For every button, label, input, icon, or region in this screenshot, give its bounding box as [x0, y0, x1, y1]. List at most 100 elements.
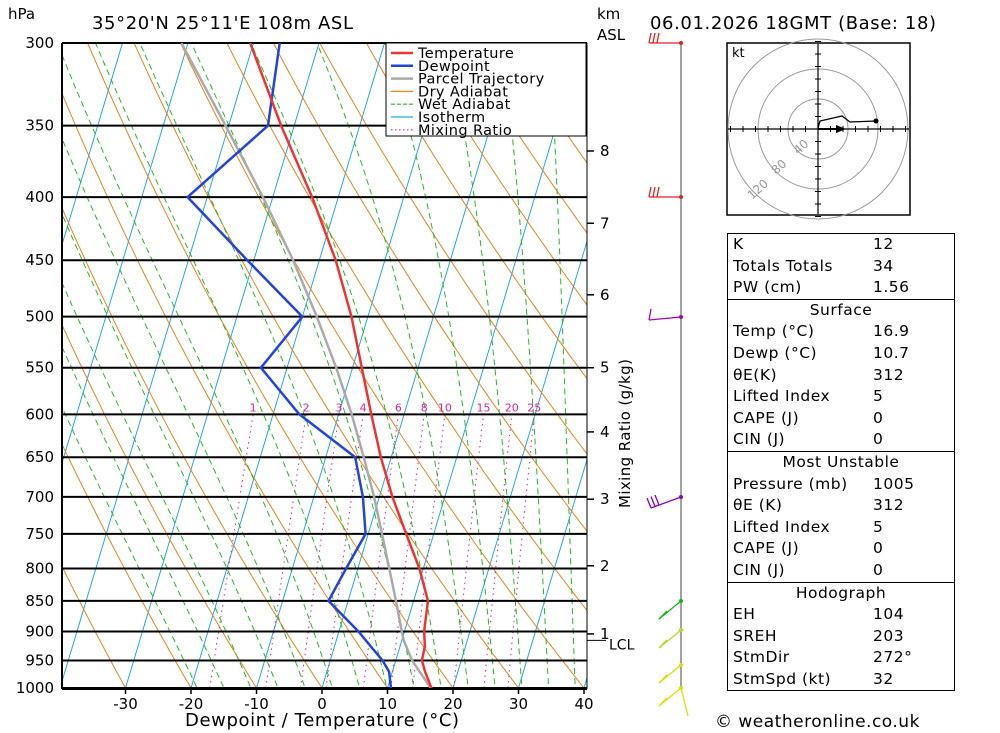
pressure-tick-label: 550	[25, 359, 54, 377]
most-unstable-row: Pressure (mb) 1005	[728, 474, 954, 496]
x-tick-label: -20	[179, 695, 204, 713]
wind-barb-flag	[652, 32, 656, 44]
mixing-ratio-label: 6	[395, 401, 402, 414]
hodograph-stats-section: Hodograph EH 104 SREH 203 StmDir 272° StmSpd (…	[728, 581, 954, 691]
mixing-ratio-line	[453, 414, 484, 689]
x-tick-label: 30	[509, 695, 528, 713]
pressure-tick-label: 850	[25, 592, 54, 610]
hodograph-unit: kt	[732, 46, 745, 61]
legend-entry: Dry Adiabat	[418, 84, 508, 100]
legend-entry: Parcel Trajectory	[418, 72, 545, 88]
pressure-tick-label: 350	[25, 117, 54, 135]
most-unstable-row: θE (K) 312	[728, 495, 954, 517]
x-tick-label: 40	[574, 695, 593, 713]
surface-row: Lifted Index 5	[728, 386, 954, 408]
most-unstable-label: CIN (J)	[733, 560, 786, 579]
index-label: PW (cm)	[733, 278, 802, 297]
wind-barb-flag	[648, 32, 652, 44]
wind-barb-flag	[656, 186, 660, 198]
km-tick-label: 5	[600, 359, 610, 377]
surface-row: CAPE (J) 0	[728, 408, 954, 430]
wind-barb-flag	[658, 697, 668, 707]
dewpoint-line	[186, 43, 393, 689]
wind-barb-flag	[650, 496, 656, 507]
chart-grid	[62, 43, 587, 689]
isobar-lines: 300 350 400 450 500 550 600 650 700 750 800 850 900 9…	[16, 34, 587, 697]
index-value: 34	[873, 256, 894, 275]
hodograph-stat-label: EH	[733, 605, 756, 624]
most-unstable-value: 1005	[873, 474, 915, 493]
x-tick-label: -10	[244, 695, 269, 713]
wind-barb-flag	[658, 674, 668, 684]
most-unstable-value: 5	[873, 517, 884, 536]
wet-adiabat-line	[62, 406, 199, 689]
mixing-ratio-label: 2	[303, 401, 310, 414]
chart-axes: -30 -20 -10 0 10 20 30 40 1 2 3 4 5 6 7 8 LCL	[61, 43, 635, 713]
km-tick-label: 1	[600, 625, 610, 643]
pressure-tick-label: 650	[25, 448, 54, 466]
mixing-ratio-label: 10	[438, 401, 452, 414]
mixing-ratio-line	[265, 414, 307, 689]
dry-adiabat-line	[365, 43, 587, 380]
sounding-traces	[180, 43, 434, 689]
temperature-line	[249, 43, 434, 689]
most-unstable-label: Pressure (mb)	[733, 474, 848, 493]
dry-adiabat-line	[62, 323, 258, 689]
hpa-label: hPa	[8, 5, 35, 23]
mixing-ratio-line	[325, 414, 364, 689]
mixing-ratio-labels: 1 2 3 4 6 8 10 15 20 25	[250, 401, 542, 414]
wind-barb-flag	[658, 639, 668, 649]
isotherm-line	[62, 43, 255, 684]
isotherm-line	[62, 43, 189, 465]
pressure-tick-label: 300	[25, 34, 54, 52]
wind-barb	[648, 316, 682, 321]
pressure-tick-label: 600	[25, 405, 54, 423]
most-unstable-title: Most Unstable	[782, 452, 900, 471]
most-unstable-label: Lifted Index	[733, 517, 831, 536]
most-unstable-row: Lifted Index 5	[728, 517, 954, 539]
surface-value: 16.9	[873, 322, 910, 341]
surface-label: Dewp (°C)	[733, 343, 818, 362]
pressure-tick-label: 450	[25, 251, 54, 269]
index-row: PW (cm) 1.56	[728, 277, 954, 299]
index-label: K	[733, 235, 744, 253]
dry-adiabat-line	[133, 43, 520, 689]
wind-barb-flag	[648, 186, 652, 198]
wind-barb-flag	[648, 308, 652, 321]
hodograph-stat-row: EH 104	[728, 604, 954, 626]
hodograph-stat-row: StmSpd (kt) 32	[728, 669, 954, 691]
wet-adiabat-line	[139, 43, 388, 689]
legend-entry: Wet Adiabat	[418, 97, 511, 113]
dry-adiabat-line	[272, 43, 587, 533]
storm-motion-arrowhead	[836, 125, 846, 133]
x-axis-label: Dewpoint / Temperature (°C)	[185, 710, 460, 731]
dry-adiabat-line	[179, 43, 586, 689]
most-unstable-value: 0	[873, 560, 884, 579]
pressure-tick-label: 950	[25, 652, 54, 670]
wind-barb-flag	[646, 497, 652, 509]
x-tick-label: 20	[443, 695, 462, 713]
mixing-ratio-line	[300, 414, 340, 689]
surface-label: Lifted Index	[733, 387, 831, 406]
hodograph-stat-label: StmSpd (kt)	[733, 669, 832, 688]
surface-label: CAPE (J)	[733, 408, 800, 427]
hodograph-stat-label: StmDir	[733, 648, 790, 667]
indices-panel: K 12 Totals Totals 34 PW (cm) 1.56 Surface Te…	[727, 233, 955, 692]
isotherm-line	[62, 43, 124, 247]
pressure-tick-label: 750	[25, 525, 54, 543]
wet-adiabat-line	[190, 43, 415, 689]
most-unstable-row: CIN (J) 0	[728, 560, 954, 582]
km-label: km	[597, 5, 620, 23]
isotherm-line	[452, 239, 587, 689]
surface-value: 5	[873, 387, 884, 406]
km-tick-label: 8	[600, 142, 610, 160]
hodograph-stats-title: Hodograph	[795, 583, 887, 602]
surface-row: θE(K) 312	[728, 365, 954, 387]
wet-adiabat-line	[62, 345, 225, 689]
copyright: © weatheronline.co.uk	[715, 712, 920, 732]
wet-adiabat-line	[447, 43, 523, 689]
wind-barbs	[646, 32, 689, 717]
surface-label: Temp (°C)	[733, 322, 815, 341]
wet-adiabat-line	[316, 43, 469, 689]
